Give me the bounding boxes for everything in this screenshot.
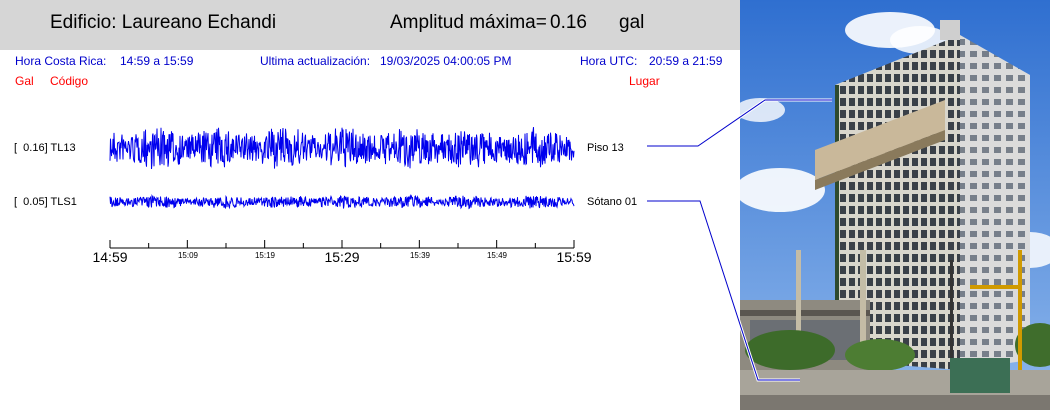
cr-time-label: Hora Costa Rica: [15, 54, 107, 68]
channel-location-tls1: Sótano 01 [587, 196, 638, 208]
title-bar: Edificio: Laureano Echandi Amplitud máxi… [0, 0, 740, 50]
tick-label-major: 14:59 [92, 249, 128, 265]
utc-time-label: Hora UTC: [580, 54, 638, 68]
tick-label-minor: 15:39 [409, 251, 431, 260]
utc-time-range: 20:59 a 21:59 [649, 54, 723, 68]
tick-label-major: 15:29 [324, 249, 360, 265]
waveform-chart [109, 127, 575, 249]
building-title: Edificio: Laureano Echandi [50, 12, 277, 33]
last-update-label: Ultima actualización: [260, 54, 371, 68]
cr-time-range: 14:59 a 15:59 [120, 54, 194, 68]
building-photo [740, 0, 1050, 410]
column-code: Código [50, 74, 89, 88]
tick-label-major: 15:59 [556, 249, 592, 265]
waveform-tl13 [109, 127, 575, 170]
last-update-value: 19/03/2025 04:00:05 PM [380, 54, 512, 68]
channel-location-tl13: Piso 13 [587, 142, 624, 154]
channel-label-tls1: [ 0.05] TLS1 [14, 196, 77, 208]
waveform-tls1 [109, 193, 575, 210]
channel-max-tl13: 0.16 [23, 142, 45, 154]
column-place: Lugar [629, 74, 660, 88]
column-gal: Gal [15, 74, 34, 88]
channel-label-tl13: [ 0.16] TL13 [14, 142, 76, 154]
max-amplitude-unit: gal [619, 12, 645, 33]
tick-label-minor: 15:19 [254, 251, 276, 260]
tick-label-minor: 15:09 [177, 251, 199, 260]
tick-label-minor: 15:49 [486, 251, 508, 260]
channel-max-tls1: 0.05 [23, 196, 45, 208]
max-amplitude-value: 0.16 [550, 12, 587, 33]
channel-code-tl13: TL13 [50, 142, 76, 154]
channel-code-tls1: TLS1 [50, 196, 77, 208]
max-amplitude-label: Amplitud máxima= [390, 12, 547, 33]
